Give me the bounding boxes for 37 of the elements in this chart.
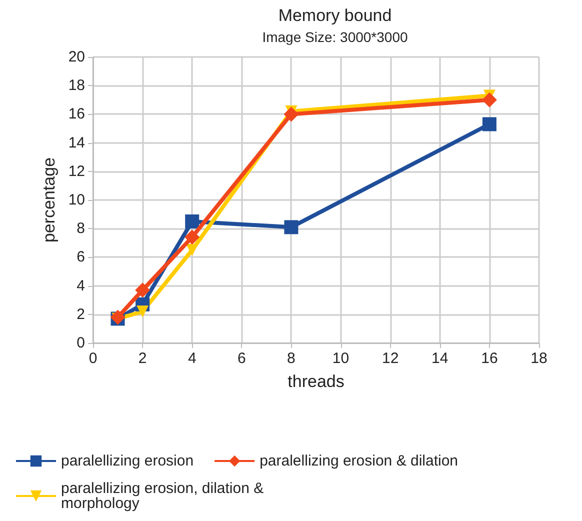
- point: [185, 214, 200, 228]
- y-tick-label: 16: [68, 106, 85, 123]
- x-tick-label: 10: [332, 350, 350, 367]
- y-tick-label: 18: [68, 77, 85, 94]
- y-tick-label: 10: [68, 192, 85, 208]
- legend-label: paralellizing erosion & dilation: [260, 452, 458, 470]
- x-axis-title: threads: [288, 372, 344, 391]
- legend-label: paralellizing erosion: [61, 452, 194, 470]
- y-tick-label: 2: [76, 306, 85, 323]
- x-tick-label: 8: [287, 350, 296, 367]
- x-tick-label: 4: [188, 350, 196, 367]
- chart-title: Memory bound: [278, 6, 392, 25]
- x-tick-label: 14: [432, 350, 448, 367]
- x-tick-label: 2: [138, 350, 147, 367]
- y-tick-label: 6: [76, 248, 85, 266]
- x-tick-label: 0: [88, 350, 98, 367]
- chart-subtitle: Image Size: 3000*3000: [262, 29, 408, 45]
- y-tick-label: 4: [76, 277, 85, 294]
- point: [482, 117, 496, 132]
- legend-label: paralellizing erosion, dilation & morphology: [61, 480, 268, 512]
- point: [284, 220, 298, 234]
- y-tick-label: 20: [68, 48, 85, 66]
- y-tick-label: 14: [68, 134, 85, 152]
- point: [186, 244, 198, 256]
- x-tick-label: 12: [382, 350, 399, 367]
- y-tick-label: 12: [68, 162, 85, 180]
- point: [482, 92, 497, 108]
- point: [284, 106, 299, 122]
- x-tick-label: 6: [237, 350, 246, 367]
- point: [135, 282, 150, 298]
- x-tick-label: 18: [530, 350, 548, 367]
- y-tick-label: 8: [76, 220, 85, 238]
- y-tick-label: 0: [76, 334, 85, 352]
- point: [184, 230, 200, 245]
- point: [136, 306, 149, 318]
- x-tick-label: 16: [481, 350, 498, 367]
- y-axis-title: percentage: [39, 157, 58, 243]
